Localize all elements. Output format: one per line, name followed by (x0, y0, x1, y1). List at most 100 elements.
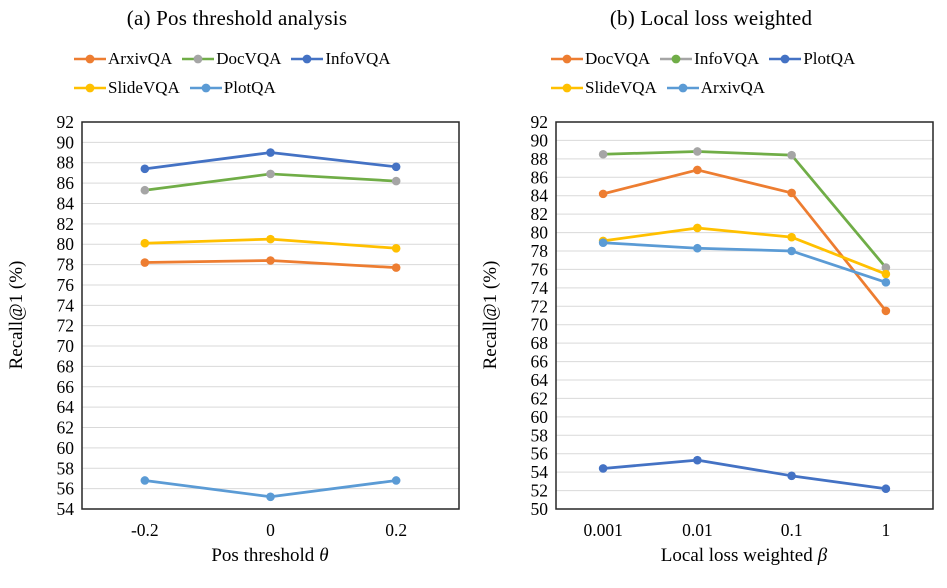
data-point-marker (140, 476, 150, 485)
x-tick-labels: 0.001 0.01 0.1 1 (583, 520, 890, 540)
legend-label: InfoVQA (325, 48, 391, 68)
series-infovqa (598, 147, 891, 272)
plot-border (81, 121, 460, 510)
data-point-marker (391, 176, 401, 186)
legend-row: SlideVQA PlotQA (74, 73, 401, 102)
legend-marker-icon (551, 83, 583, 92)
y-tick-label: 56 (531, 444, 549, 464)
chart-b-x-axis-label: Local loss weighted β (661, 545, 827, 567)
legend-row: DocVQA InfoVQA PlotQA (551, 44, 865, 73)
y-tick-label: 92 (531, 112, 549, 132)
data-point-marker (787, 471, 796, 481)
data-point-marker (787, 232, 796, 242)
chart-a-x-axis-label-text: Pos threshold (211, 545, 315, 566)
data-point-marker (391, 476, 401, 485)
data-point-marker (693, 223, 702, 233)
data-point-marker (391, 243, 401, 253)
y-tick-label: 80 (531, 223, 549, 243)
legend-marker-icon (291, 54, 324, 63)
y-tick-label: 72 (531, 296, 549, 316)
data-point-marker (140, 164, 150, 174)
legend-label: DocVQA (585, 48, 651, 68)
data-point-marker (693, 147, 702, 156)
series-infovqa (140, 148, 401, 174)
y-tick-label: 88 (57, 153, 75, 173)
series-slidevqa (598, 223, 891, 279)
chart-b-legend: DocVQA InfoVQA PlotQA SlideVQA ArxivQA (551, 44, 865, 102)
x-tick-labels: -0.2 0 0.2 (131, 520, 407, 540)
legend-marker-icon (74, 54, 106, 63)
y-tick-label: 60 (531, 407, 549, 427)
plot-border (555, 121, 934, 510)
gridlines (82, 121, 459, 510)
y-tick-label: 84 (531, 186, 549, 206)
y-tick-label: 88 (531, 149, 549, 169)
y-tick-label: 74 (57, 295, 75, 315)
y-tick-label: 70 (531, 315, 549, 335)
legend-row: ArxivQA DocVQA InfoVQA (74, 44, 401, 73)
data-point-marker (693, 455, 702, 465)
x-tick-label: 0.2 (385, 520, 407, 540)
legend-item-plotqa: PlotQA (189, 77, 276, 98)
data-point-marker (598, 189, 608, 199)
y-tick-label: 52 (531, 481, 549, 501)
legend-label: ArxivQA (700, 77, 765, 97)
legend-item-plotqa: PlotQA (769, 49, 855, 69)
chart-a-title: (a) Pos threshold analysis (126, 6, 348, 30)
data-point-marker (266, 169, 275, 179)
legend-label: ArxivQA (108, 48, 173, 68)
data-point-marker (598, 464, 608, 473)
y-tick-label: 92 (57, 112, 75, 132)
y-tick-label: 64 (531, 370, 549, 390)
chart-a-plot-area: 5456586062646668707274767880828486889092… (57, 112, 460, 540)
data-point-marker (140, 238, 150, 248)
y-tick-label: 82 (57, 214, 75, 234)
legend-item-arxivqa: ArxivQA (666, 77, 765, 98)
legend-item-docvqa: DocVQA (551, 49, 650, 69)
gridlines (556, 121, 933, 510)
legend-marker-icon (660, 54, 693, 63)
legend-label: PlotQA (803, 48, 856, 68)
y-tick-label: 82 (531, 204, 549, 224)
series-docvqa (598, 165, 891, 316)
legend-label: PlotQA (223, 77, 276, 97)
y-tick-label: 78 (531, 241, 549, 261)
y-tick-label: 70 (57, 336, 75, 356)
legend-row: SlideVQA ArxivQA (551, 73, 865, 102)
y-tick-label: 64 (57, 397, 75, 417)
legend-label: InfoVQA (694, 48, 760, 68)
y-tick-label: 68 (531, 333, 549, 353)
y-tick-label: 66 (57, 377, 75, 397)
x-tick-label: 0.1 (781, 520, 803, 540)
chart-a-x-axis-label: Pos threshold θ (211, 545, 328, 567)
legend-marker-icon (769, 54, 802, 63)
legend-item-infovqa: InfoVQA (291, 48, 391, 69)
data-point-marker (787, 150, 796, 160)
y-tick-label: 90 (57, 132, 75, 152)
series-arxivqa (598, 238, 891, 287)
y-tick-label: 90 (531, 130, 549, 150)
data-point-marker (693, 165, 702, 175)
legend-marker-icon (666, 83, 699, 92)
y-tick-label: 76 (531, 259, 549, 279)
data-point-marker (391, 162, 401, 172)
legend-marker-icon (182, 54, 215, 63)
legend-marker-icon (74, 83, 106, 92)
data-point-marker (266, 256, 275, 265)
y-tick-label: 62 (57, 418, 75, 438)
chart-a-x-axis-label-symbol: θ (319, 545, 329, 566)
y-tick-label: 78 (57, 255, 75, 275)
y-tick-label: 76 (57, 275, 75, 295)
y-tick-label: 72 (57, 316, 75, 336)
y-tick-labels: 5052545658606264666870727476788082848688… (531, 112, 549, 519)
data-point-marker (598, 149, 608, 159)
data-point-marker (881, 306, 891, 316)
x-tick-label: 0.001 (583, 520, 622, 540)
y-tick-label: 74 (531, 278, 549, 298)
data-point-marker (881, 484, 891, 494)
y-tick-label: 68 (57, 356, 75, 376)
data-point-marker (266, 492, 275, 502)
y-tick-label: 56 (57, 479, 75, 499)
